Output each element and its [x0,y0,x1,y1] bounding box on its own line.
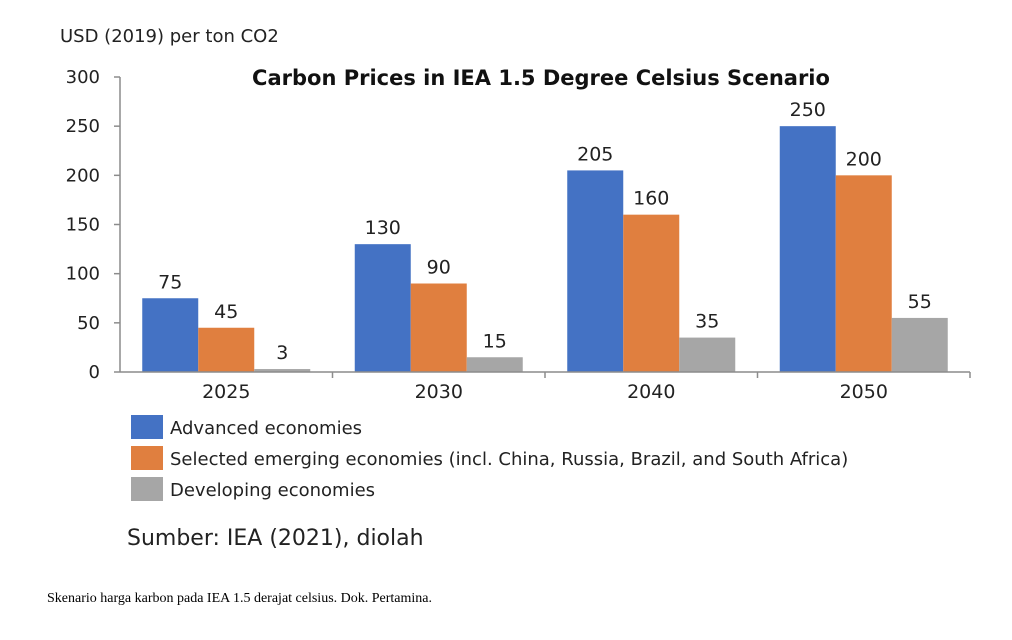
bar-2040-1 [623,214,680,372]
bar-2050-2 [891,317,948,372]
bar-marks [142,126,948,373]
x-axis-ticks: 2025 2030 2040 2050 [202,372,971,403]
bar-value-label: 35 [695,311,719,333]
y-tick-label: 0 [89,362,100,383]
legend-label-2: Developing economies [170,480,375,501]
x-tick-label: 2040 [627,381,675,403]
bar-value-label: 75 [158,271,182,293]
legend-label-1: Selected emerging economies (incl. China… [170,449,848,470]
bar-value-label: 90 [427,257,451,279]
figure-caption: Skenario harga karbon pada IEA 1.5 deraj… [47,591,433,606]
bar-2040-2 [679,337,736,372]
x-tick-label: 2025 [202,381,250,403]
y-tick-label: 250 [66,116,100,137]
bar-value-label: 15 [483,330,507,352]
x-tick-label: 2050 [840,381,888,403]
legend-label-0: Advanced economies [170,418,362,439]
bar-value-label: 3 [276,342,288,364]
bar-value-label: 160 [633,188,669,210]
bar-2030-0 [354,244,411,372]
bar-2025-0 [142,298,199,372]
y-axis-ticks: 0 50 100 150 200 250 300 [66,67,120,383]
bar-2050-0 [779,126,836,373]
carbon-price-chart: USD (2019) per ton CO2 Carbon Prices in … [60,26,971,551]
bar-value-label: 250 [790,99,826,121]
bar-value-label: 200 [846,148,882,170]
y-tick-label: 50 [77,313,100,334]
chart-title: Carbon Prices in IEA 1.5 Degree Celsius … [252,66,830,90]
y-axis-label: USD (2019) per ton CO2 [60,26,279,47]
bar-2030-2 [466,357,523,372]
y-tick-label: 200 [66,165,100,186]
y-tick-label: 150 [66,215,100,236]
bar-2025-1 [198,327,255,372]
x-tick-label: 2030 [415,381,463,403]
bar-2040-0 [567,170,624,372]
bar-value-label: 205 [577,143,613,165]
bar-value-label: 55 [908,291,932,313]
legend-swatch-2 [131,477,163,501]
y-tick-label: 300 [66,67,100,88]
bar-2030-1 [410,283,467,372]
bar-value-label: 130 [365,217,401,239]
bar-2025-2 [254,369,311,372]
y-tick-label: 100 [66,264,100,285]
data-labels: 75 45 3 130 90 15 205 160 35 250 200 55 [158,99,932,364]
legend-swatch-1 [131,446,163,470]
legend: Advanced economies Selected emerging econ… [131,415,848,501]
legend-swatch-0 [131,415,163,439]
bar-2050-1 [835,175,892,372]
bar-value-label: 45 [214,301,238,323]
source-note: Sumber: IEA (2021), diolah [127,526,424,551]
